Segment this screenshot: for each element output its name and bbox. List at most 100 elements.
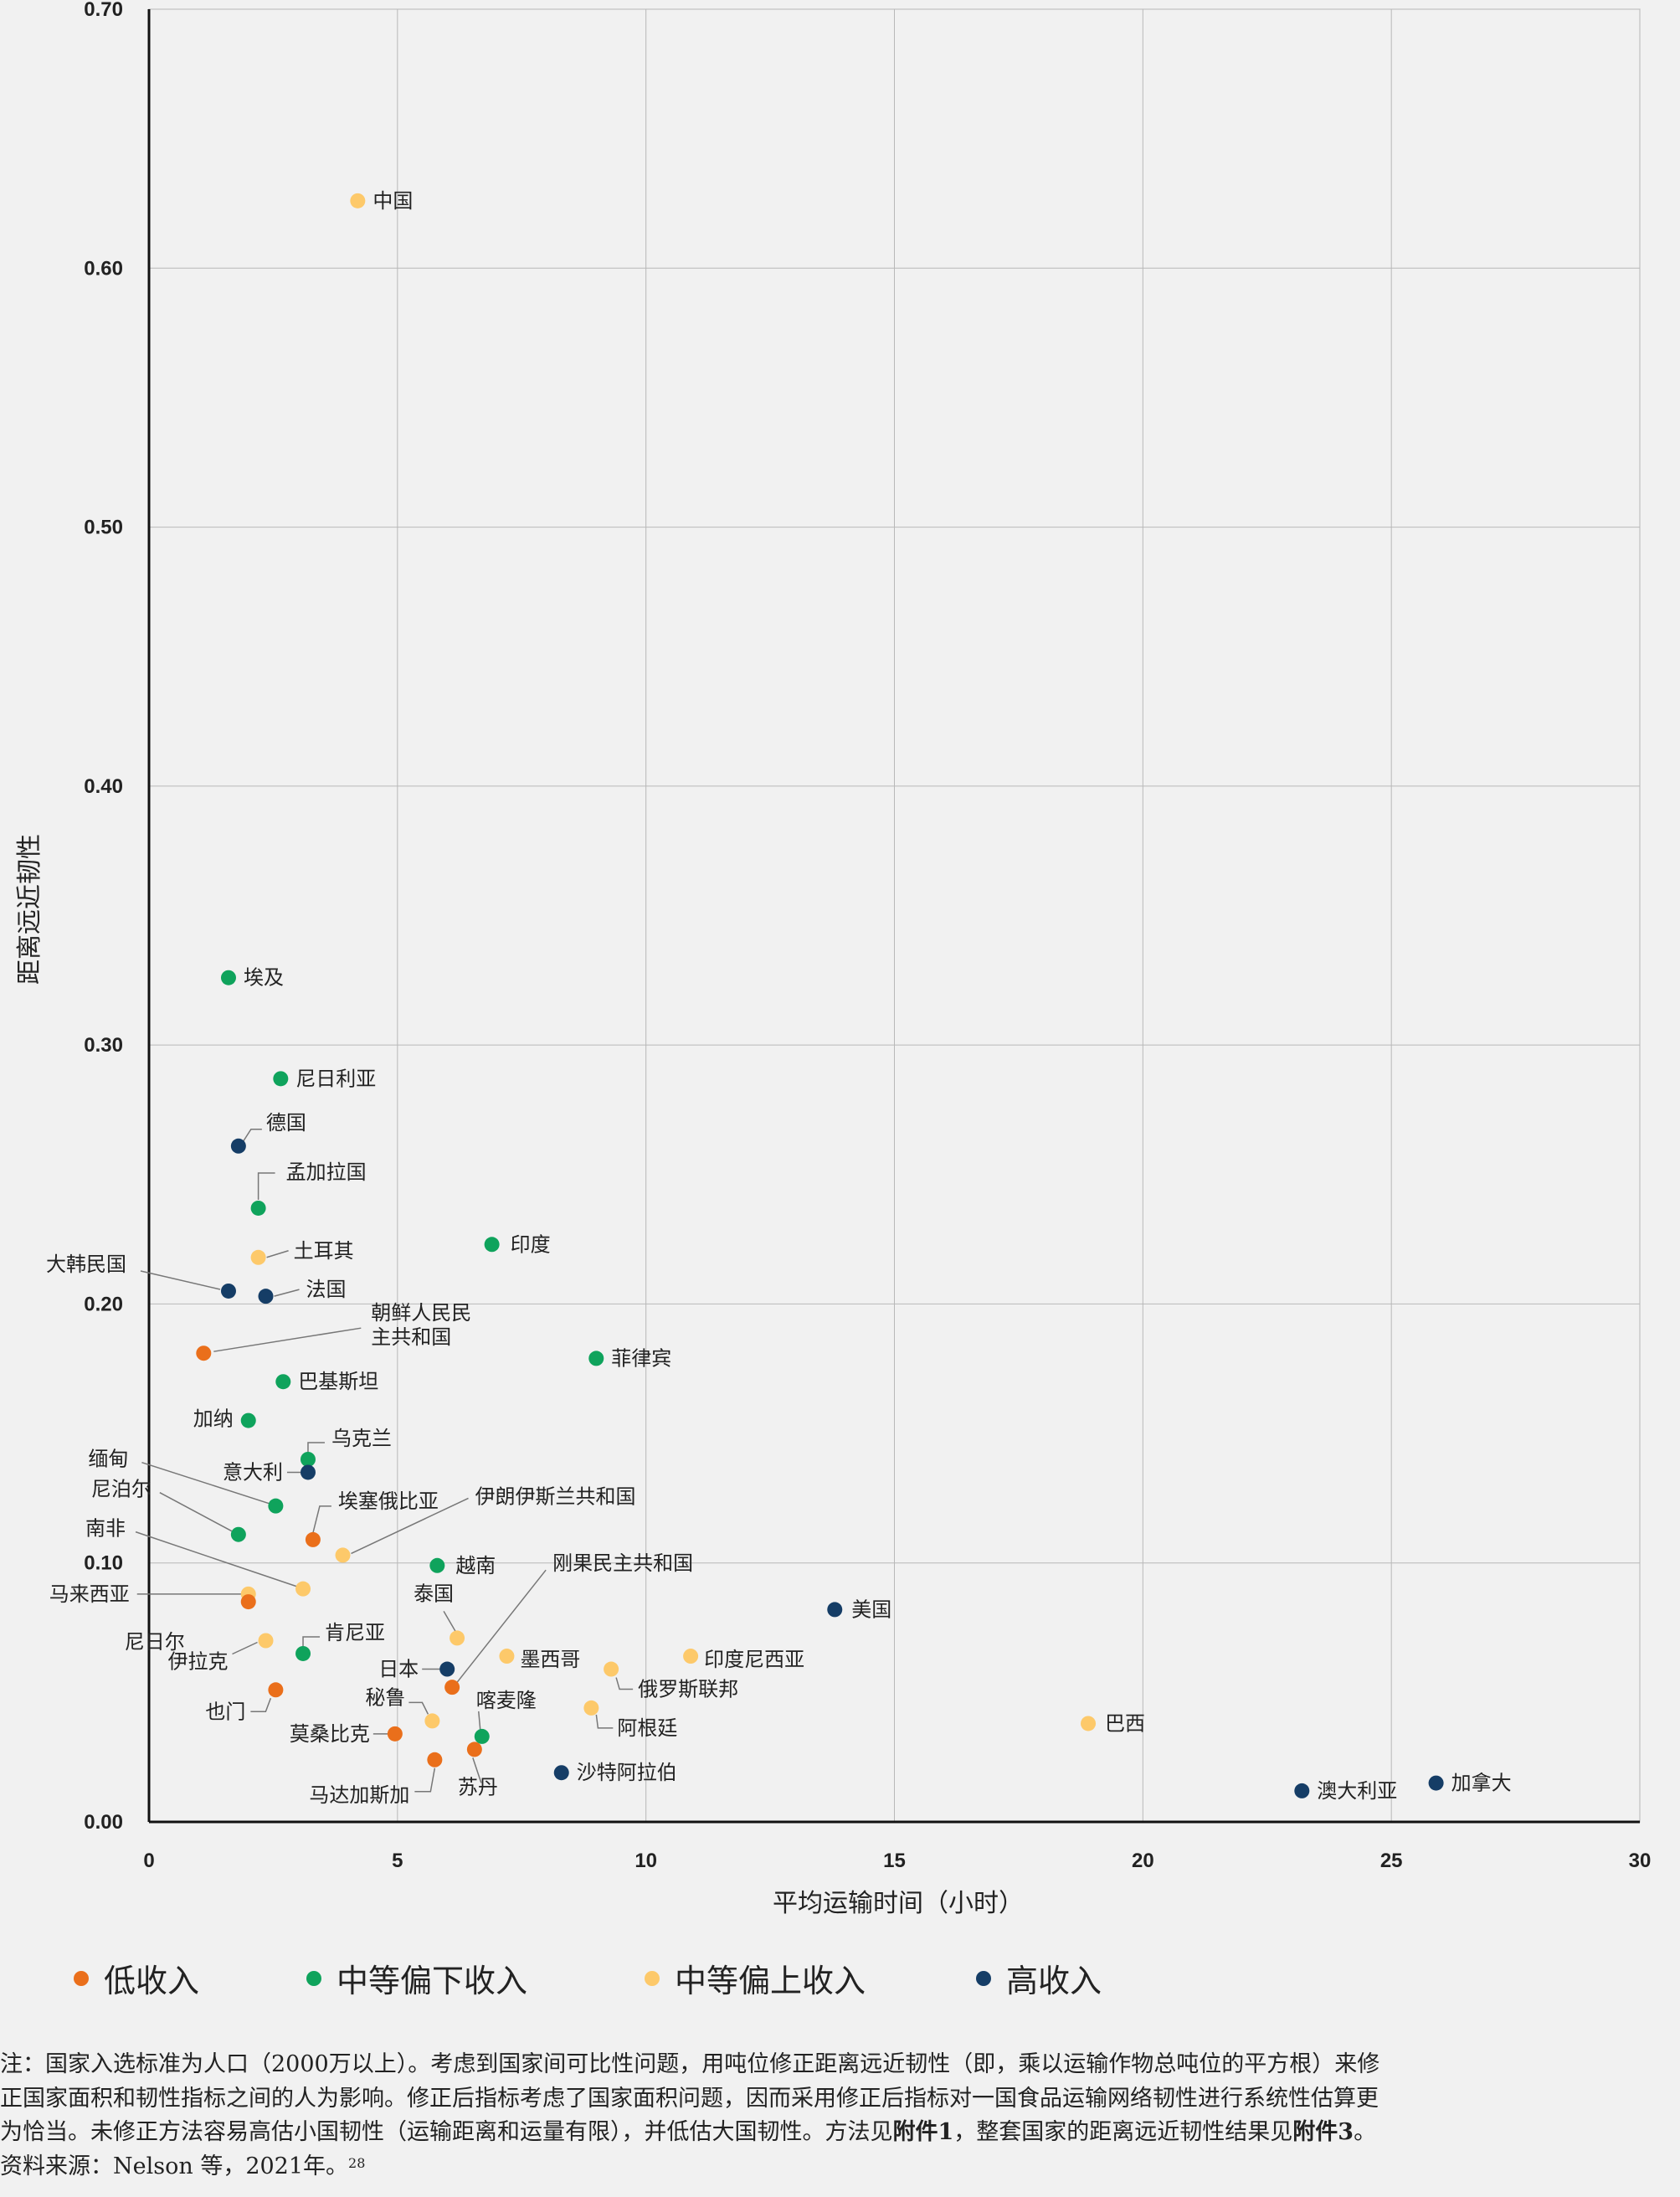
point-label: 美国 [851,1598,891,1621]
data-point-low [444,1680,460,1695]
point-label: 印度 [511,1232,551,1256]
annex-1-link: 附件1 [892,2119,954,2145]
data-point-high [230,1138,246,1154]
data-point-high [439,1661,455,1677]
data-point-uppermid [258,1633,274,1649]
source-footnote-ref: 28 [348,2154,366,2171]
x-tick-label: 10 [634,1850,657,1872]
data-point-lowermid [588,1351,604,1366]
point-label: 也门 [205,1700,245,1723]
point-label: 马来西亚 [49,1582,130,1606]
note-line-3b: ，整套国家的距离远近韧性结果见 [953,2119,1293,2145]
data-point-low [305,1531,321,1547]
tick-labels: 0.00 0.10 0.20 0.30 0.40 0.50 0.60 0.70 0 5 10 15 20… [84,0,1651,1872]
legend-dot-icon [645,1970,660,1986]
data-point-uppermid [335,1547,351,1563]
x-tick-label: 25 [1380,1850,1403,1872]
data-point-high [827,1602,843,1618]
leader-line [408,1701,429,1715]
leader-line [213,1327,362,1352]
footnote: 注：国家入选标准为人口（2000万以上）。考虑到国家间可比性问题，用吨位修正距离… [0,2048,1677,2184]
point-label: 加纳 [193,1407,234,1431]
y-tick-label: 0.60 [84,257,123,280]
point-label: 埃及 [244,966,284,990]
leader-line [615,1677,634,1690]
data-point-high [1428,1775,1444,1791]
x-tick-label: 5 [392,1850,403,1872]
point-label: 秘鲁 [365,1685,405,1709]
point-label-line: 主共和国 [371,1325,451,1349]
legend: 低收入 中等偏下收入 中等偏上收入 高收入 [0,1955,1680,2005]
point-label: 喀麦隆 [476,1689,537,1712]
data-point-low [466,1742,482,1757]
data-point-uppermid [1081,1716,1097,1731]
x-tick-label: 30 [1629,1850,1652,1872]
y-tick-label: 0.70 [84,0,123,21]
point-label: 孟加拉国 [286,1160,367,1184]
leader-line [595,1714,614,1729]
data-point-uppermid [250,1249,266,1265]
data-point-uppermid [604,1661,619,1677]
note-line-3a: 为恰当。未修正方法容易高估小国韧性（运输距离和运量有限），并低估大国韧性。方法见 [0,2119,893,2145]
x-tick-label: 15 [883,1850,906,1872]
note-line-2: 正国家面积和韧性指标之间的人为影响。修正后指标考虑了国家面积问题，因而采用修正后… [0,2085,1379,2112]
point-label: 朝鲜人民民主共和国 [371,1301,471,1349]
data-point-uppermid [295,1581,311,1597]
source-line: 资料来源：Nelson 等，2021年。28 [0,2150,1677,2184]
data-point-uppermid [424,1713,440,1729]
data-point-low [427,1752,443,1767]
source-text: 资料来源：Nelson 等，2021年。 [0,2153,349,2179]
leader-line [159,1492,233,1532]
data-point-lowermid [429,1557,445,1573]
point-label: 埃塞俄比亚 [338,1490,439,1513]
note-line-3: 为恰当。未修正方法容易高估小国韧性（运输距离和运量有限），并低估大国韧性。方法见… [0,2116,1677,2150]
legend-dot-icon [74,1970,89,1986]
data-point-low [240,1594,256,1610]
data-point-high [553,1765,569,1781]
legend-item-low-income: 低收入 [74,1955,199,2001]
leader-line [456,1569,547,1683]
point-label: 加拿大 [1451,1772,1512,1795]
point-label: 尼日尔 [125,1630,185,1654]
point-label: 法国 [306,1278,347,1301]
leader-line [414,1767,436,1793]
data-point-high [258,1289,274,1304]
data-point-lowermid [275,1374,291,1390]
point-label: 中国 [372,189,413,213]
point-label: 大韩民国 [46,1253,126,1276]
point-label: 尼日利亚 [295,1067,376,1090]
point-label: 澳大利亚 [1317,1779,1397,1803]
data-point-lowermid [474,1728,490,1744]
x-tick-label: 20 [1132,1850,1154,1872]
point-label: 苏丹 [458,1775,498,1798]
leader-line [141,1461,270,1505]
data-point-uppermid [499,1649,515,1664]
legend-item-upper-middle-income: 中等偏上收入 [645,1955,866,2001]
point-label: 南非 [85,1517,126,1541]
data-point-high [220,1283,236,1299]
point-label: 德国 [266,1111,306,1135]
point-label: 刚果民主共和国 [552,1551,693,1575]
point-label: 伊朗伊斯兰共和国 [475,1484,636,1508]
leader-line [243,1129,262,1142]
leader-line [312,1505,331,1534]
data-point-high [1294,1783,1310,1798]
data-point-low [387,1726,403,1742]
data-point-low [196,1345,212,1361]
data-point-lowermid [230,1526,246,1542]
data-point-lowermid [268,1498,284,1514]
point-label: 俄罗斯联邦 [638,1678,738,1701]
data-point-lowermid [484,1237,500,1253]
leader-line [250,1698,272,1713]
point-label: 越南 [455,1554,496,1577]
data-point-uppermid [350,193,366,208]
leader-line [478,1711,481,1731]
y-tick-label: 0.20 [84,1293,123,1315]
point-label: 泰国 [414,1582,454,1605]
axes [147,9,1640,1824]
y-tick-label: 0.50 [84,517,123,539]
legend-label: 低收入 [104,1963,200,1999]
data-point-high [300,1464,316,1480]
data-point-uppermid [683,1649,699,1664]
legend-item-lower-middle-income: 中等偏下收入 [306,1955,527,2001]
